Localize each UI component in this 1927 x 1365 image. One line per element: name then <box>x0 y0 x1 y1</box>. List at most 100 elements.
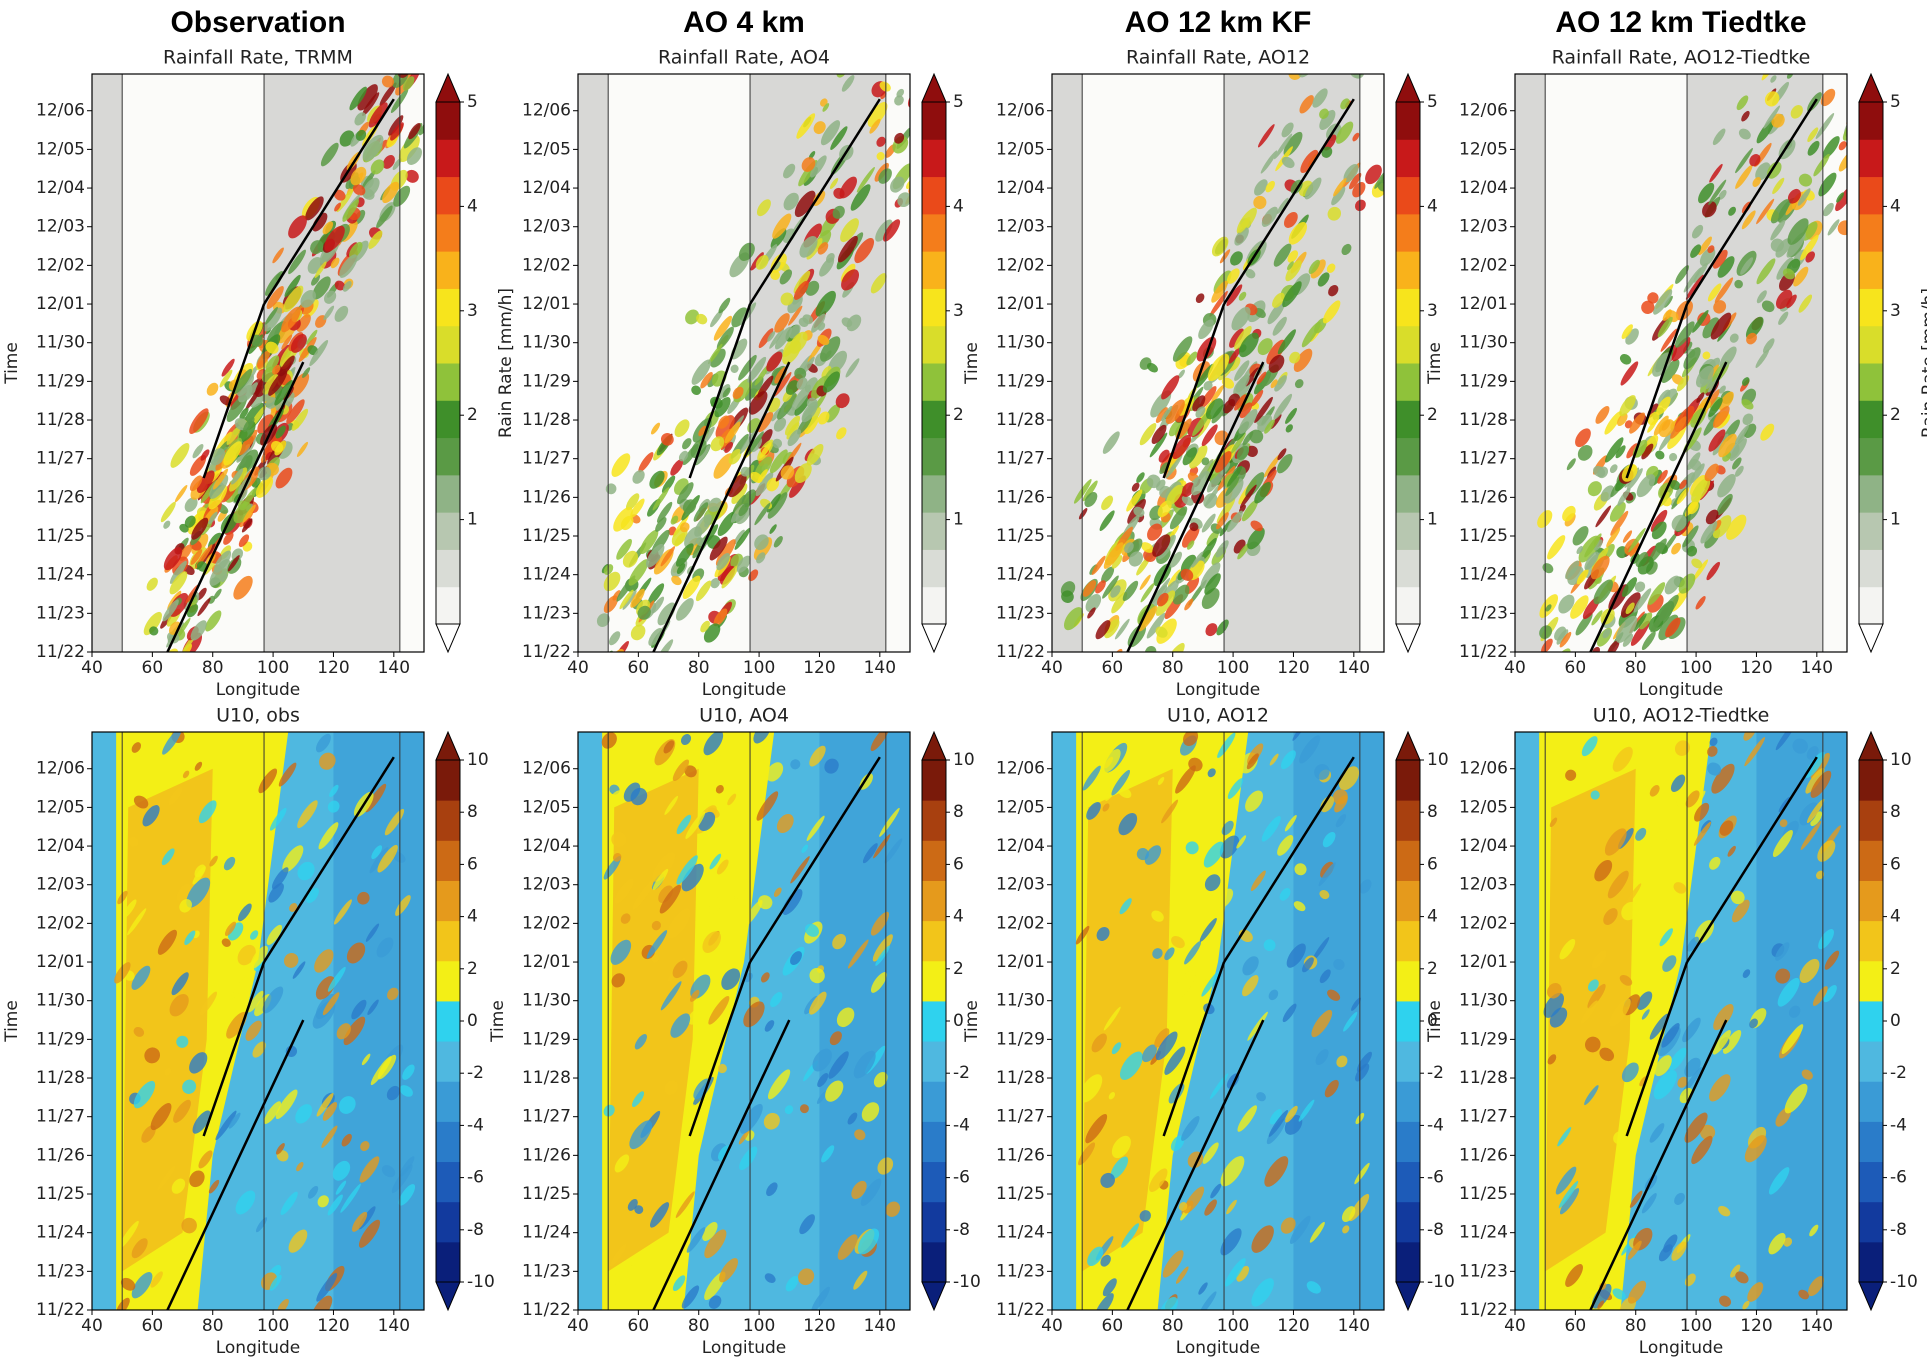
y-tick-label: 11/29 <box>36 1029 85 1049</box>
y-tick-label: 11/30 <box>996 991 1045 1011</box>
y-tick-label: 12/06 <box>1459 759 1508 779</box>
rain-blob <box>1545 672 1563 694</box>
x-tick-label: 120 <box>1277 1316 1309 1336</box>
x-tick-label: 100 <box>1680 658 1712 678</box>
colorbar-tick-label: -10 <box>953 1272 981 1292</box>
colorbar-tick-label: 10 <box>1427 750 1449 770</box>
colorbar-segment <box>1396 921 1420 962</box>
x-tick-label: 60 <box>142 658 164 678</box>
colorbar-tick-label: 6 <box>467 854 478 874</box>
y-tick-label: 11/23 <box>522 1261 571 1281</box>
colorbar-segment <box>922 139 946 177</box>
x-tick-label: 120 <box>317 1316 349 1336</box>
colorbar-segment <box>436 760 460 801</box>
colorbar-tick-label: 8 <box>953 802 964 822</box>
x-tick-label: 140 <box>1801 1316 1833 1336</box>
colorbar-segment <box>1396 326 1420 364</box>
y-tick-label: 12/03 <box>1459 217 1508 237</box>
colorbar-segment <box>1396 177 1420 215</box>
y-tick-label: 11/29 <box>522 1029 571 1049</box>
y-tick-label: 11/22 <box>996 1300 1045 1320</box>
y-tick-label: 11/26 <box>36 1145 85 1165</box>
colorbar-tick-label: 8 <box>1427 802 1438 822</box>
colorbar-tick-label: 4 <box>1427 907 1438 927</box>
colorbar-segment <box>1396 840 1420 881</box>
y-tick-label: 12/04 <box>1459 178 1508 198</box>
x-axis-label: Longitude <box>1176 1338 1261 1358</box>
y-tick-label: 12/02 <box>996 913 1045 933</box>
colorbar-extend <box>922 74 946 102</box>
colorbar-segment <box>1859 512 1883 550</box>
colorbar-segment <box>1396 1081 1420 1122</box>
colorbar-segment <box>1859 438 1883 476</box>
y-tick-label: 11/22 <box>36 1300 85 1320</box>
x-tick-label: 140 <box>864 658 896 678</box>
rain-blob <box>1650 663 1666 681</box>
colorbar-segment <box>436 177 460 215</box>
colorbar-segment <box>436 363 460 401</box>
x-tick-label: 120 <box>1277 658 1309 678</box>
y-tick-label: 11/29 <box>36 371 85 391</box>
colorbar-tick-label: -8 <box>953 1220 970 1240</box>
colorbar-tick-label: -2 <box>1890 1063 1907 1083</box>
y-tick-label: 11/22 <box>996 642 1045 662</box>
rain-blob <box>167 668 183 688</box>
y-tick-label: 12/06 <box>996 759 1045 779</box>
y-tick-label: 12/01 <box>1459 952 1508 972</box>
rain-blob <box>166 665 180 681</box>
colorbar-tick-label: -10 <box>467 1272 495 1292</box>
y-tick-label: 11/27 <box>36 1107 85 1127</box>
x-tick-label: 60 <box>142 1316 164 1336</box>
y-tick-label: 12/06 <box>1459 101 1508 121</box>
y-tick-label: 11/24 <box>36 565 85 585</box>
y-tick-label: 11/22 <box>1459 1300 1508 1320</box>
x-tick-label: 80 <box>688 658 710 678</box>
y-tick-label: 11/28 <box>1459 410 1508 430</box>
x-tick-label: 100 <box>743 1316 775 1336</box>
column-heading: AO 12 km Tiedtke <box>1555 6 1806 39</box>
colorbar-extend <box>436 74 460 102</box>
y-tick-label: 12/01 <box>36 952 85 972</box>
colorbar-tick-label: 4 <box>953 907 964 927</box>
y-tick-label: 12/01 <box>36 294 85 314</box>
panel: ObservationRainfall Rate, TRMM4060801001… <box>2 6 516 701</box>
rain-blob <box>140 677 159 700</box>
y-tick-label: 12/03 <box>36 217 85 237</box>
rain-blob <box>1548 653 1566 670</box>
field-shade <box>578 74 608 652</box>
rain-blob <box>869 46 892 71</box>
y-tick-label: 12/05 <box>996 139 1045 159</box>
y-tick-label: 11/26 <box>522 1145 571 1165</box>
colorbar: -10-8-6-4-20246810 <box>1859 732 1918 1310</box>
colorbar: 12345Rain Rate [mm/h] <box>436 74 516 652</box>
y-tick-label: 12/04 <box>996 178 1045 198</box>
y-tick-label: 11/23 <box>996 603 1045 623</box>
field <box>1052 49 1421 700</box>
colorbar-tick-label: 10 <box>953 750 975 770</box>
y-tick-label: 11/25 <box>36 526 85 546</box>
colorbar-segment <box>1396 251 1420 289</box>
colorbar-tick-label: -6 <box>953 1168 970 1188</box>
colorbar-tick-label: 1 <box>1890 510 1901 530</box>
y-tick-label: 12/05 <box>36 797 85 817</box>
y-tick-label: 11/22 <box>522 642 571 662</box>
y-tick-label: 11/25 <box>522 526 571 546</box>
y-tick-label: 12/02 <box>36 255 85 275</box>
x-tick-label: 140 <box>378 1316 410 1336</box>
x-tick-label: 100 <box>257 1316 289 1336</box>
colorbar-segment <box>436 1121 460 1162</box>
y-axis-label: Time <box>2 1000 22 1043</box>
x-tick-label: 140 <box>864 1316 896 1336</box>
colorbar-segment <box>1396 1202 1420 1243</box>
colorbar-tick-label: 3 <box>1427 301 1438 321</box>
y-tick-label: 11/22 <box>1459 642 1508 662</box>
y-tick-label: 11/25 <box>1459 1184 1508 1204</box>
y-tick-label: 11/27 <box>36 449 85 469</box>
colorbar-segment <box>922 1081 946 1122</box>
y-tick-label: 11/24 <box>522 1223 571 1243</box>
colorbar-segment <box>922 177 946 215</box>
y-tick-label: 11/23 <box>1459 603 1508 623</box>
colorbar-segment <box>1859 760 1883 801</box>
x-tick-label: 80 <box>202 658 224 678</box>
colorbar-tick-label: -10 <box>1890 1272 1918 1292</box>
